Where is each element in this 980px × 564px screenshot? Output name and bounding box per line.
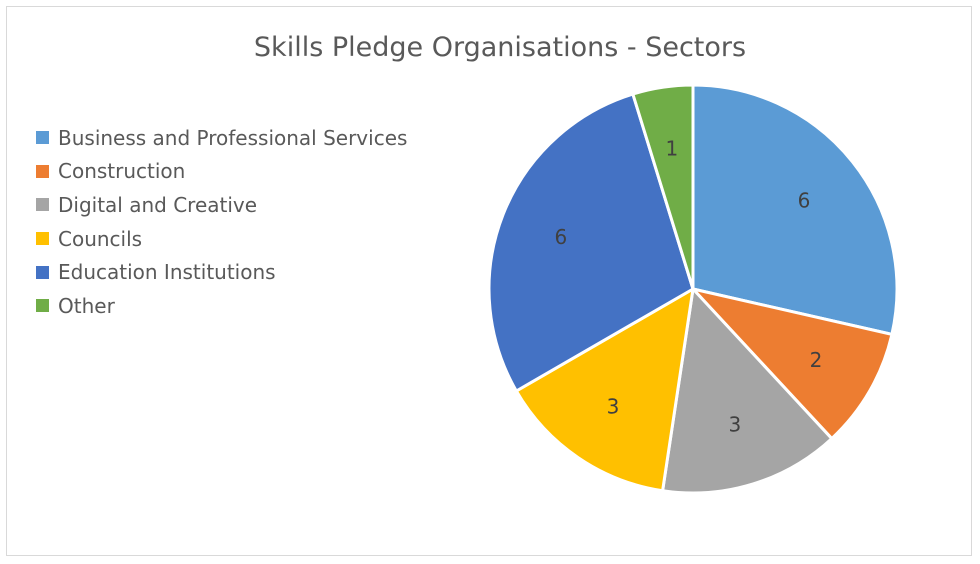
legend-item-business: Business and Professional Services xyxy=(36,121,407,155)
pie-slice-construction xyxy=(691,287,894,441)
legend-item-other: Other xyxy=(36,289,407,323)
data-label-construction: 2 xyxy=(810,348,823,372)
data-labels: 6 2 3 3 6 1 xyxy=(554,137,822,437)
pie-slice-digital xyxy=(661,287,834,495)
pie-slices xyxy=(487,83,899,495)
legend-swatch xyxy=(36,131,49,145)
legend-swatch xyxy=(36,232,49,246)
legend-label: Construction xyxy=(58,159,186,184)
legend-label: Business and Professional Services xyxy=(58,125,408,150)
legend-swatch xyxy=(36,198,49,212)
data-label-digital: 3 xyxy=(728,413,741,437)
pie-slice-education xyxy=(487,92,695,393)
pie-slice-other xyxy=(631,83,695,291)
data-label-education: 6 xyxy=(554,225,567,249)
legend-item-education: Education Institutions xyxy=(36,255,407,289)
legend-label: Education Institutions xyxy=(58,260,276,285)
legend-swatch xyxy=(36,164,49,178)
data-label-other: 1 xyxy=(665,137,678,161)
data-label-business: 6 xyxy=(798,188,811,212)
legend-label: Digital and Creative xyxy=(58,192,258,217)
legend-label: Councils xyxy=(58,226,143,251)
legend: Business and Professional Services Const… xyxy=(36,121,407,323)
data-label-councils: 3 xyxy=(607,394,620,418)
pie-slice-councils xyxy=(514,287,695,493)
legend-item-councils: Councils xyxy=(36,222,407,256)
legend-swatch xyxy=(36,299,49,313)
pie-slice-business xyxy=(691,83,899,336)
legend-item-digital: Digital and Creative xyxy=(36,188,407,222)
legend-item-construction: Construction xyxy=(36,155,407,189)
chart-title: Skills Pledge Organisations - Sectors xyxy=(253,32,747,63)
legend-label: Other xyxy=(58,293,115,318)
legend-swatch xyxy=(36,265,49,279)
